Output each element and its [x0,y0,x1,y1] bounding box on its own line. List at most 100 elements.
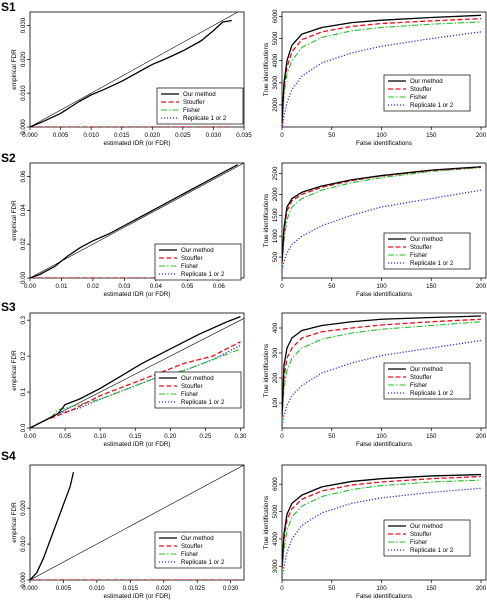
s1-left-x-axis-label: estimated IDR (or FDR) [103,140,170,147]
s4-left-x-axis-label: estimated IDR (or FDR) [103,593,170,600]
s2-left-x-tick-label: 0.03 [118,283,131,290]
s4-right-plot-area [282,473,482,578]
s1-right-chart: 0 50 100 150 200 2000 3000 4000 5000 6000 False id… [263,9,487,147]
s3-left-x-tick-label: 0.10 [94,433,107,440]
s3-left-legend-label-stouffer: Stouffer [181,383,203,390]
s1-left-y-tick-label: 0.010 [20,85,27,101]
s1-right-series-stouffer [282,17,482,125]
s3-right-legend-label-fisher: Fisher [410,382,427,389]
s2-right-plot-frame [281,162,487,279]
s2-right-x-tick-label: 100 [376,283,387,290]
s2-left-diagonal-line [30,163,244,278]
s4-right-series-stouffer [282,475,482,570]
s3-left-series-stouffer [30,341,241,428]
s1-left-x-tick-label: 0.025 [175,132,191,139]
s3-left-y-tick-label: 0.1 [20,387,27,396]
s3-left-legend-label-our-method: Our method [181,375,214,382]
s3-right-legend-label-our-method: Our method [410,366,443,373]
s4-right-y-tick-label: 4000 [272,531,279,545]
s2-right-legend-label-fisher: Fisher [410,252,427,259]
s1-left-x-tick-label: 0.020 [145,132,161,139]
row-label-s3: S3 [1,300,16,314]
s3-left-plot-frame [29,312,245,429]
s4-left-y-tick-label: 0.010 [20,536,27,552]
s3-right-y-tick-label: 300 [272,347,279,358]
s3-left-x-axis-label: estimated IDR (or FDR) [103,441,170,448]
s2-left-legend-label-fisher: Fisher [181,263,198,270]
s2-right-series-fisher [282,167,482,266]
s4-right-series-our-method [282,473,482,567]
s3-left-x-tick-label: 0.05 [59,433,72,440]
s4-right-chart: 0 50 100 150 200 3000 4000 5000 6000 False identi… [263,464,487,600]
s1-right-y-tick-label: 4000 [272,53,279,67]
chart-panels: 0.000 0.005 0.010 0.015 0.020 0.025 0.030 0.035… [11,9,487,600]
s2-left-legend-label-stouffer: Stouffer [181,255,203,262]
s2-right-y-tick-label: 1000 [272,229,279,243]
s2-right-x-tick-label: 200 [476,283,487,290]
s1-left-x-tick-label: 0.005 [53,132,69,139]
s2-left-y-axis-label: empirical FDR [11,200,18,241]
s2-left-plot-area [30,163,244,278]
s1-left-x-tick-label: 0.035 [236,132,252,139]
s2-right-chart: 0 50 100 150 200 500 1000 1500 2000 2500 False ide… [263,162,487,298]
s1-right-y-tick-label: 6000 [272,9,279,23]
s4-left-x-tick-label: 0.000 [22,585,38,592]
s2-right-x-tick-label: 150 [426,283,437,290]
s3-right-plot-area [282,315,482,426]
s1-left-x-tick-label: 0.015 [114,132,130,139]
s4-right-y-tick-label: 5000 [272,504,279,518]
s4-left-x-tick-label: 0.005 [56,585,72,592]
s3-right-series-replicate-1-or-2 [282,339,482,426]
s3-left-x-tick-label: 0.15 [129,433,142,440]
s3-left-series-fisher [30,348,241,428]
s2-left-x-tick-label: 0.04 [150,283,163,290]
s2-right-y-tick-label: 500 [272,251,279,262]
s2-left-x-tick-label: 0.02 [87,283,100,290]
s1-left-y-tick-label: 0.020 [20,51,27,67]
s2-left-y-tick-label: 0.04 [20,204,27,217]
s1-left-y-tick-label: 0.030 [20,17,27,33]
s3-right-x-tick-label: 150 [426,433,437,440]
s4-right-x-tick-label: 50 [328,585,335,592]
row-label-s2: S2 [1,151,16,165]
s1-left-x-tick-label: 0.000 [22,132,38,139]
s3-left-diagonal-line [30,318,244,428]
s4-right-y-tick-label: 6000 [272,477,279,491]
s3-left-legend-label-replicate-1-or-2: Replicate 1 or 2 [181,399,225,406]
s1-right-x-tick-label: 50 [328,132,335,139]
s3-right-x-tick-label: 100 [376,433,387,440]
s2-right-x-axis-label: False identifications [356,291,412,298]
s1-left-y-tick-label: 0.000 [20,119,27,135]
s3-right-y-tick-label: 100 [272,397,279,408]
s3-right-y-tick-label: 200 [272,372,279,383]
s2-right-legend-label-stouffer: Stouffer [410,244,432,251]
s1-right-legend-label-our-method: Our method [410,78,443,85]
s2-right-y-tick-label: 1500 [272,208,279,222]
s1-right-legend-label-fisher: Fisher [410,94,427,101]
s1-right-x-axis-label: False identifications [356,140,412,147]
s3-left-x-tick-label: 0.30 [234,433,247,440]
s2-left-series-our-method [30,164,239,278]
s1-right-x-tick-label: 0 [280,132,284,139]
row-label-s1: S1 [1,0,16,14]
s1-right-x-tick-label: 150 [426,132,437,139]
s4-left-diagonal-line [30,465,244,580]
s2-left-legend-label-our-method: Our method [181,247,214,254]
s1-right-y-tick-label: 5000 [272,31,279,45]
s4-left-legend-label-stouffer: Stouffer [181,543,203,550]
s4-right-x-tick-label: 0 [280,585,284,592]
s3-right-x-tick-label: 200 [476,433,487,440]
s3-left-y-axis-label: empirical FDR [11,350,18,391]
s2-right-plot-area [282,166,482,270]
s4-left-legend-label-fisher: Fisher [181,551,198,558]
s2-right-legend-label-replicate-1-or-2: Replicate 1 or 2 [410,260,454,267]
s1-left-y-axis-label: empirical FDR [11,49,18,90]
s1-left-chart: 0.000 0.005 0.010 0.015 0.020 0.025 0.030 0.035… [11,11,252,147]
